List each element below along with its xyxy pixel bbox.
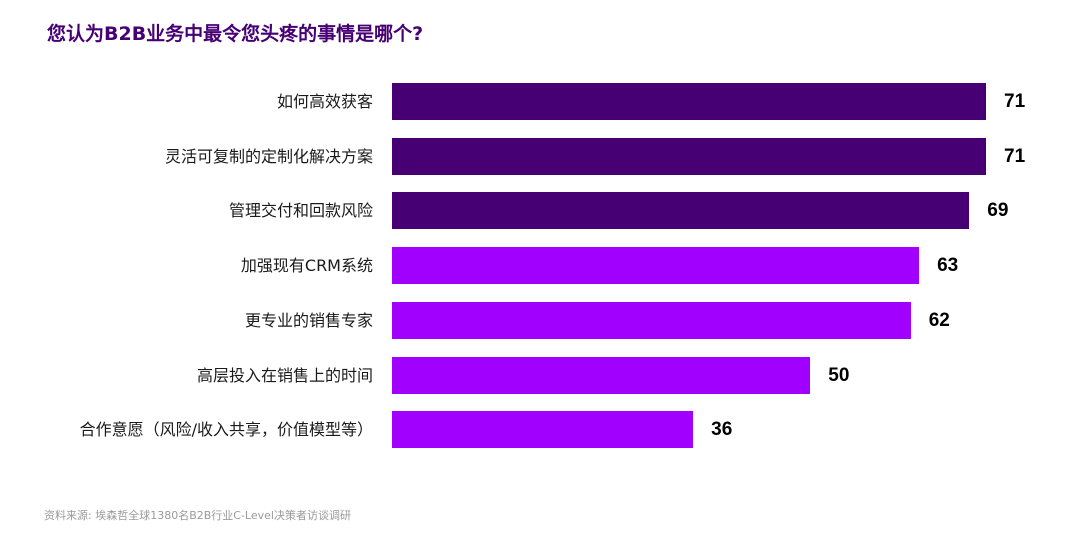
bar-chart: 如何高效获客 71 灵活可复制的定制化解决方案 71 管理交付和回款风险 69 加强现有CR… [0, 83, 1080, 449]
category-label: 高层投入在销售上的时间 [196, 365, 373, 385]
category-label: 更专业的销售专家 [244, 310, 373, 330]
bar [392, 356, 811, 394]
value-label: 63 [937, 255, 959, 277]
value-label: 36 [711, 419, 733, 441]
value-label: 50 [828, 364, 850, 386]
bar [392, 137, 986, 175]
bar [392, 83, 986, 120]
bar [392, 411, 694, 449]
category-label: 灵活可复制的定制化解决方案 [164, 146, 373, 166]
bar [392, 247, 920, 285]
source-note: 资料来源: 埃森哲全球1380名B2B行业C-Level决策者访谈调研 [44, 509, 351, 522]
bar-row: 合作意愿（风险/收入共享，价值模型等） 36 [0, 411, 1080, 449]
chart-title: 您认为B2B业务中最令您头疼的事情是哪个? [47, 23, 424, 45]
bar-row: 更专业的销售专家 62 [0, 301, 1080, 339]
category-label: 管理交付和回款风险 [228, 201, 373, 221]
category-label: 加强现有CRM系统 [240, 256, 373, 276]
value-label: 62 [928, 309, 950, 331]
bar-row: 高层投入在销售上的时间 50 [0, 356, 1080, 394]
value-label: 71 [1004, 91, 1026, 112]
value-label: 69 [987, 200, 1009, 222]
bar-row: 管理交付和回款风险 69 [0, 192, 1080, 230]
value-label: 71 [1004, 145, 1026, 167]
category-label: 合作意愿（风险/收入共享，价值模型等） [79, 420, 373, 440]
category-label: 如何高效获客 [276, 92, 373, 111]
bar-row: 如何高效获客 71 [0, 83, 1080, 120]
bar-row: 灵活可复制的定制化解决方案 71 [0, 137, 1080, 175]
bar [392, 192, 970, 230]
bar-row: 加强现有CRM系统 63 [0, 247, 1080, 285]
bar [392, 301, 911, 339]
